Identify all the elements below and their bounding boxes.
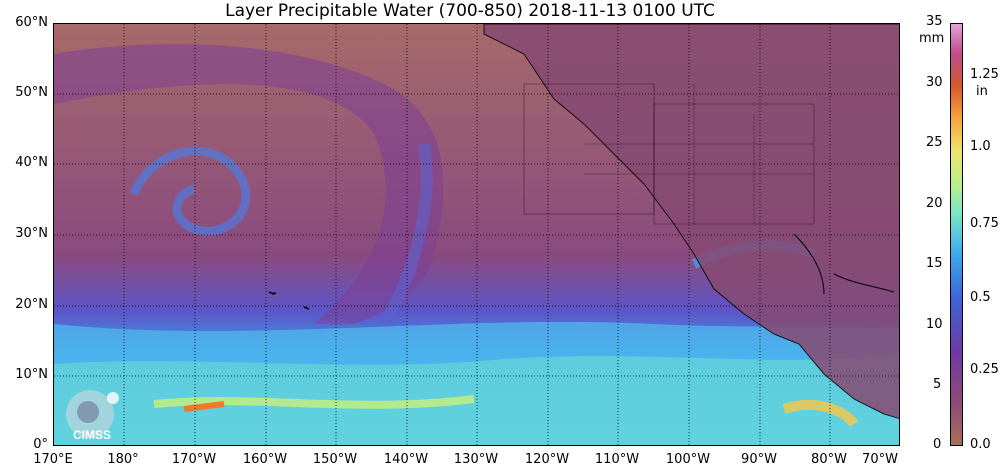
lat-label-40n: 40°N [15, 155, 48, 170]
lat-label-60n: 60°N [15, 15, 48, 30]
lon-label-170e: 170°E [33, 452, 73, 467]
colorbar-mm-tick: 5 [933, 377, 942, 392]
colorbar-in-tick: 0.0 [970, 437, 991, 452]
lon-label-80w: 80°W [811, 452, 847, 467]
lon-label-150w: 150°W [312, 452, 358, 467]
lon-label-140w: 140°W [383, 452, 429, 467]
lon-label-120w: 120°W [524, 452, 570, 467]
colorbar-mm-unit: mm [919, 31, 945, 46]
lon-label-70w: 70°W [862, 452, 898, 467]
colorbar-in-tick: 0.75 [970, 216, 999, 231]
colorbar-mm-tick: 15 [926, 256, 943, 271]
lat-label-0: 0° [33, 437, 48, 452]
lon-label-170w: 170°W [171, 452, 217, 467]
colorbar-mm-tick: 10 [926, 317, 943, 332]
colorbar-in-tick: 1.25 [970, 67, 999, 82]
lon-label-110w: 110°W [594, 452, 640, 467]
precipitable-water-map [53, 23, 900, 446]
lat-label-20n: 20°N [15, 297, 48, 312]
lat-label-30n: 30°N [15, 226, 48, 241]
lat-label-50n: 50°N [15, 85, 48, 100]
map-imagery [54, 24, 899, 445]
colorbar-in-tick: 1.0 [970, 139, 991, 154]
lon-label-130w: 130°W [453, 452, 499, 467]
map-title: Layer Precipitable Water (700-850) 2018-… [225, 1, 715, 21]
lon-label-180: 180° [107, 452, 139, 467]
svg-text:CIMSS: CIMSS [73, 428, 111, 442]
colorbar-mm-tick: 25 [926, 135, 943, 150]
colorbar-in-tick: 0.25 [970, 362, 999, 377]
lon-label-160w: 160°W [242, 452, 288, 467]
colorbar-mm-tick: 35 [926, 14, 943, 29]
lon-label-90w: 90°W [741, 452, 777, 467]
lat-label-10n: 10°N [15, 367, 48, 382]
lon-label-100w: 100°W [665, 452, 711, 467]
colorbar [950, 23, 963, 446]
colorbar-mm-tick: 20 [926, 196, 943, 211]
colorbar-in-unit: in [976, 84, 988, 99]
cimss-logo: CIMSS [58, 388, 128, 444]
colorbar-in-tick: 0.5 [970, 290, 991, 305]
colorbar-mm-tick: 0 [933, 437, 942, 452]
colorbar-mm-tick: 30 [926, 75, 943, 90]
